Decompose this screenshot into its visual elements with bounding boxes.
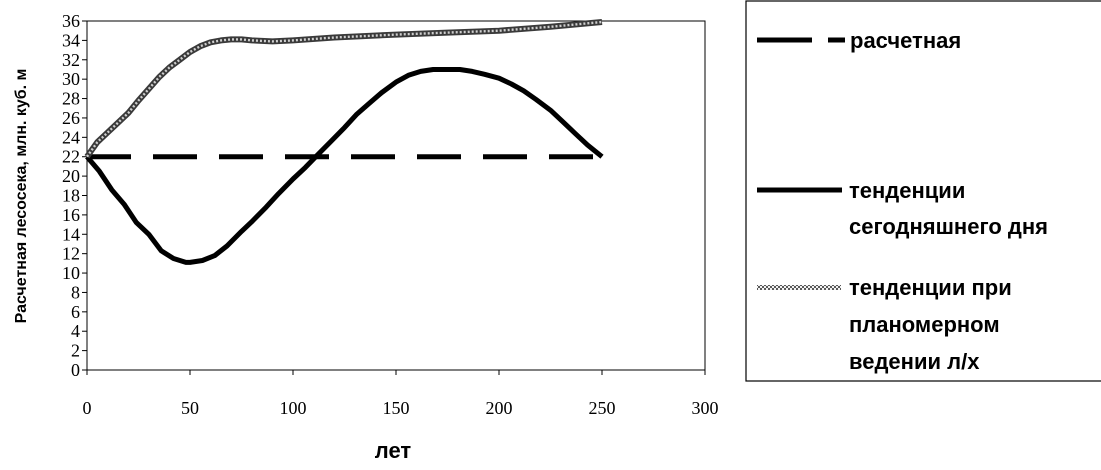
y-tick-label: 28 [62,89,80,109]
x-axis-ticks: 0 50 100 150 200 250 300 [83,370,719,418]
y-tick-label: 26 [62,108,80,128]
y-tick-label: 34 [62,30,80,50]
y-tick-label: 0 [71,360,80,380]
legend-label-1: расчетная [850,28,961,53]
legend-label-2: тенденции [849,178,965,203]
x-tick-label: 100 [280,398,307,418]
y-tick-label: 22 [62,147,80,167]
y-tick-label: 12 [62,244,80,264]
x-tick-label: 200 [486,398,513,418]
y-tick-label: 8 [71,282,80,302]
y-tick-label: 24 [62,127,80,147]
legend-swatch-textured [757,285,841,290]
legend-label-3c: ведении л/х [849,349,980,374]
legend-label-3b: планомерном [849,312,1000,337]
y-tick-label: 32 [62,50,80,70]
y-tick-label: 2 [71,341,80,361]
x-tick-label: 300 [692,398,719,418]
series-line-current-trend [85,67,604,265]
series-layer [84,19,604,265]
y-tick-label: 6 [71,302,80,322]
x-tick-label: 250 [589,398,616,418]
x-tick-label: 0 [83,398,92,418]
y-tick-label: 18 [62,186,80,206]
legend-label-3: тенденции при [849,275,1012,300]
y-tick-label: 30 [62,69,80,89]
y-tick-label: 20 [62,166,80,186]
legend: расчетная тенденции сегодняшнего дня тен… [757,28,1048,374]
y-tick-label: 14 [62,224,80,244]
legend-item-3: тенденции при планомерном ведении л/х [757,275,1012,374]
x-tick-label: 50 [181,398,199,418]
y-axis-title: Расчетная лесосека, млн. куб. м [13,69,30,324]
series-line-planned [86,20,603,158]
y-tick-label: 36 [62,11,80,31]
x-axis-title: лет [375,438,412,463]
y-tick-label: 10 [62,263,80,283]
legend-label-2b: сегодняшнего дня [849,214,1048,239]
y-tick-label: 4 [71,321,80,341]
legend-item-2: тенденции сегодняшнего дня [757,178,1048,239]
x-tick-label: 150 [383,398,410,418]
plot-area [86,20,706,371]
legend-item-1: расчетная [757,28,961,53]
y-tick-label: 16 [62,205,80,225]
